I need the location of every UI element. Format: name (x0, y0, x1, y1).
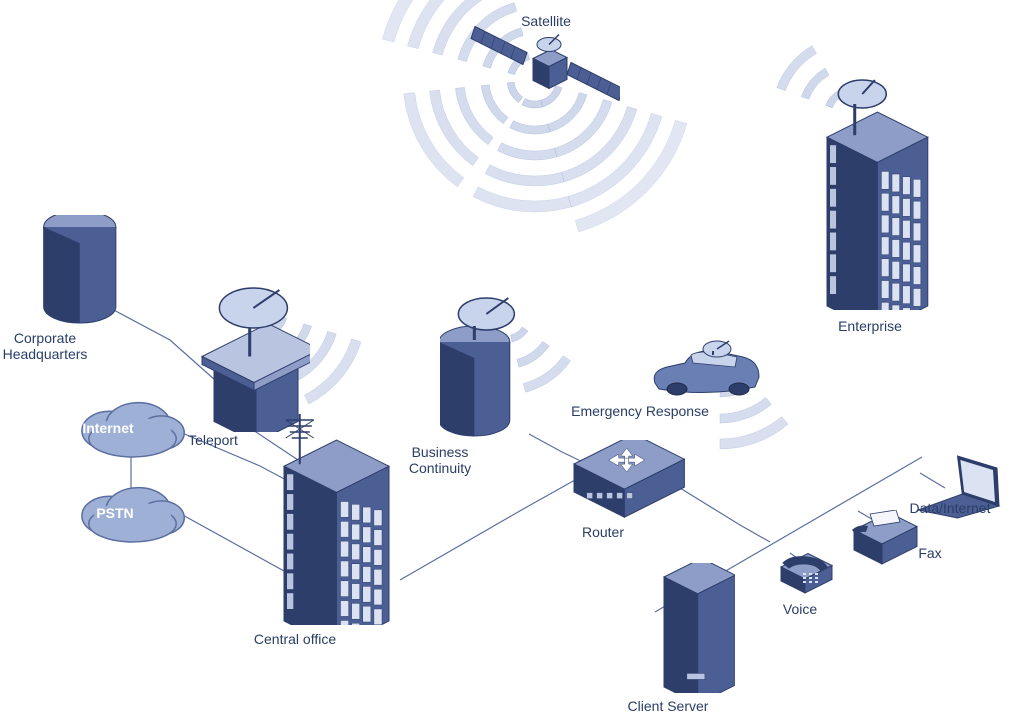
fax-icon (848, 510, 918, 565)
label-client_sv: Client Server (628, 698, 709, 714)
node-biz_cont (440, 290, 545, 440)
node-central (280, 410, 405, 625)
label-biz_cont: Business Continuity (409, 444, 471, 476)
label-voice: Voice (783, 601, 817, 617)
label-emergency: Emergency Response (571, 403, 709, 419)
node-emergency (647, 339, 767, 401)
node-corp_hq (37, 215, 132, 325)
router-icon (568, 440, 688, 520)
edge (400, 480, 575, 580)
node-router (568, 440, 688, 520)
node-client_sv (660, 563, 735, 693)
vehicle-dish-icon (647, 339, 767, 401)
laptop-icon (910, 450, 1005, 520)
cloud-icon (75, 395, 190, 460)
building-short-icon (37, 215, 132, 325)
label-enterprise: Enterprise (838, 318, 902, 334)
label-fax: Fax (918, 545, 941, 561)
label-corp_hq: Corporate Headquarters (3, 330, 88, 362)
building-dish-icon (440, 290, 545, 440)
cloud-icon (75, 480, 190, 545)
label-router: Router (582, 524, 624, 540)
network-diagram: SatelliteEnterpriseCorporate Headquarter… (0, 0, 1029, 725)
node-pstn (75, 480, 190, 545)
node-fax (848, 510, 918, 565)
node-satellite (470, 15, 620, 110)
building-tall-icon (280, 410, 405, 625)
edge (680, 488, 770, 542)
building-tall-icon (823, 70, 943, 310)
label-teleport: Teleport (188, 432, 238, 448)
server-icon (660, 563, 735, 693)
node-laptop (910, 450, 1005, 520)
label-central: Central office (254, 631, 336, 647)
signal-arcs (473, 99, 571, 212)
node-voice (775, 553, 835, 598)
satellite-icon (470, 15, 620, 110)
node-internet (75, 395, 190, 460)
node-enterprise (823, 70, 943, 310)
phone-icon (775, 553, 835, 598)
